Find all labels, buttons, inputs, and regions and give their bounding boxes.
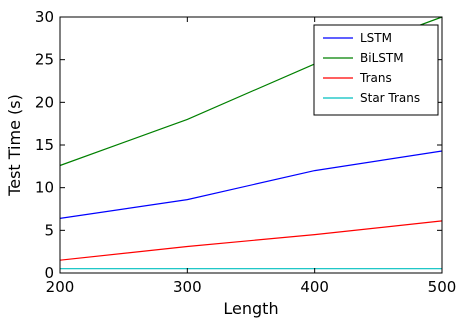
y-tick-label: 15 <box>35 136 54 154</box>
series-line-lstm <box>59 150 443 219</box>
legend-label-lstm: LSTM <box>360 31 392 45</box>
x-tick-label: 400 <box>300 278 329 296</box>
y-axis-label: Test Time (s) <box>5 94 24 197</box>
x-tick-label: 200 <box>46 278 75 296</box>
y-tick-label: 30 <box>35 8 54 26</box>
y-tick-label: 5 <box>44 221 54 239</box>
legend-label-bilstm: BiLSTM <box>360 51 404 65</box>
y-tick-label: 25 <box>35 51 54 69</box>
y-tick-label: 20 <box>35 93 54 111</box>
legend-box <box>313 24 439 116</box>
x-axis-label: Length <box>223 299 278 318</box>
tick-labels-layer: 200 300 400 500 0 5 10 15 20 25 30 <box>35 8 456 296</box>
x-tick-label: 300 <box>173 278 202 296</box>
legend-label-star-trans: Star Trans <box>360 91 420 105</box>
legend-label-trans: Trans <box>359 71 392 85</box>
ticks-layer <box>59 16 443 274</box>
legend: LSTM BiLSTM Trans Star Trans <box>313 24 439 116</box>
y-tick-label: 0 <box>44 264 54 282</box>
x-tick-label: 500 <box>428 278 457 296</box>
series-line-trans <box>59 220 443 261</box>
y-tick-label: 10 <box>35 179 54 197</box>
